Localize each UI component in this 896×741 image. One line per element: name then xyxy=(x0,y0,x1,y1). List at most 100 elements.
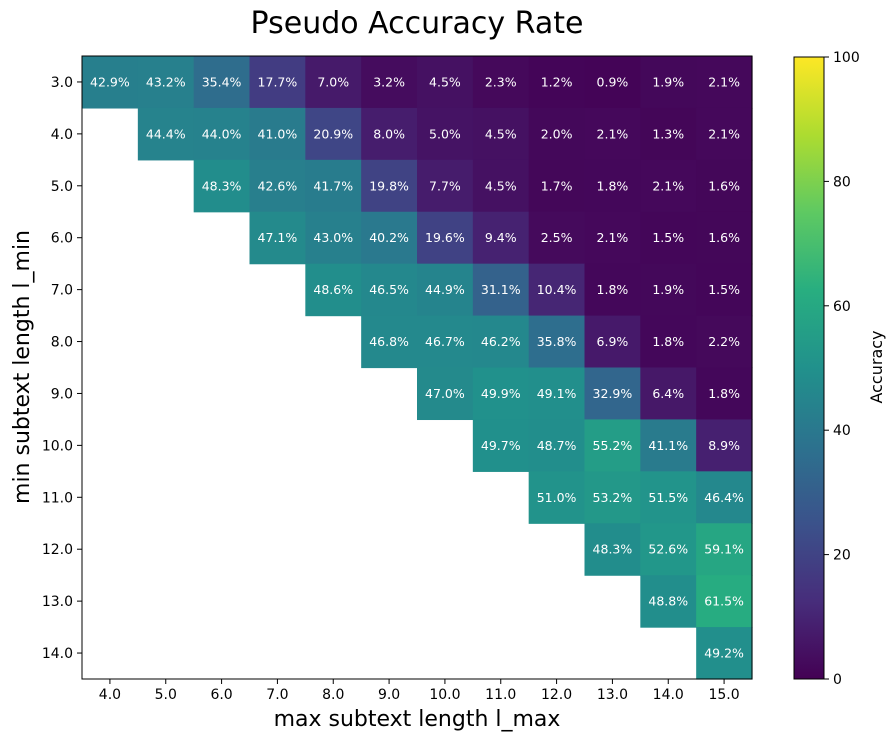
cell-value-label: 6.9% xyxy=(597,334,629,349)
colorbar-ticks: 0 20 40 60 80 100 xyxy=(824,50,860,688)
heatmap-cell xyxy=(361,315,418,369)
heatmap-cell xyxy=(528,471,586,524)
heatmap-cell xyxy=(249,56,306,109)
heatmap-cell xyxy=(528,315,586,369)
x-tick-label: 13.0 xyxy=(597,687,628,703)
heatmap-cell xyxy=(640,56,697,109)
heatmap-cell xyxy=(305,107,362,161)
cell-value-label: 41.0% xyxy=(258,126,298,141)
heatmap-cell xyxy=(584,159,641,213)
cell-value-label: 0.9% xyxy=(597,74,629,89)
heatmap-cell xyxy=(584,523,641,576)
x-axis-label: max subtext length l_max xyxy=(274,707,561,732)
cell-value-label: 53.2% xyxy=(593,490,633,505)
cell-value-label: 49.7% xyxy=(481,438,521,453)
heatmap-cell xyxy=(528,263,586,317)
cell-value-label: 47.0% xyxy=(425,386,465,401)
x-tick-label: 6.0 xyxy=(210,687,232,703)
heatmap-cell xyxy=(472,159,530,213)
heatmap-cell xyxy=(417,367,474,421)
cell-value-label: 1.9% xyxy=(652,74,684,89)
heatmap-cell xyxy=(305,56,362,109)
heatmap-cell xyxy=(417,107,474,161)
cell-value-label: 8.0% xyxy=(373,126,405,141)
cell-value-label: 40.2% xyxy=(369,230,409,245)
heatmap-cell xyxy=(472,263,530,317)
cell-value-label: 43.0% xyxy=(313,230,353,245)
cell-value-label: 51.5% xyxy=(648,490,688,505)
heatmap-cell xyxy=(249,107,306,161)
heatmap-cell xyxy=(528,107,586,161)
heatmap-cell xyxy=(696,523,753,576)
cell-value-label: 5.0% xyxy=(429,126,461,141)
heatmap-cell xyxy=(417,159,474,213)
y-tick-label: 14.0 xyxy=(42,646,73,662)
cell-value-label: 51.0% xyxy=(537,490,577,505)
heatmap-cell xyxy=(82,56,139,109)
colorbar xyxy=(793,56,825,680)
colorbar-label: Accuracy xyxy=(867,330,886,403)
cell-value-label: 46.4% xyxy=(704,490,744,505)
heatmap-cells: 42.9% 43.2% 35.4% 17.7% 7.0% 3.2% 4.5% 2.3% 1.2%… xyxy=(82,56,753,680)
cell-value-label: 44.4% xyxy=(146,126,186,141)
heatmap-cell xyxy=(584,263,641,317)
cell-value-label: 44.9% xyxy=(425,282,465,297)
x-tick-label: 11.0 xyxy=(485,687,516,703)
heatmap-cell xyxy=(696,107,753,161)
y-tick-label: 8.0 xyxy=(51,335,73,351)
cell-value-label: 1.5% xyxy=(652,230,684,245)
heatmap-cell xyxy=(249,159,306,213)
y-tick-label: 12.0 xyxy=(42,542,73,558)
heatmap-cell xyxy=(361,263,418,317)
colorbar-tick-label: 0 xyxy=(833,672,842,688)
cell-value-label: 10.4% xyxy=(537,282,577,297)
heatmap-cell xyxy=(640,419,697,472)
cell-value-label: 35.8% xyxy=(537,334,577,349)
colorbar-tick-label: 60 xyxy=(833,299,851,315)
heatmap-cell xyxy=(472,419,530,472)
cell-value-label: 42.6% xyxy=(258,178,298,193)
cell-value-label: 6.4% xyxy=(652,386,684,401)
cell-value-label: 46.2% xyxy=(481,334,521,349)
cell-value-label: 52.6% xyxy=(648,542,688,557)
x-tick-label: 4.0 xyxy=(99,687,121,703)
cell-value-label: 46.8% xyxy=(369,334,409,349)
heatmap-cell xyxy=(305,211,362,265)
cell-value-label: 2.0% xyxy=(541,126,573,141)
cell-value-label: 1.5% xyxy=(708,282,740,297)
cell-value-label: 2.2% xyxy=(708,334,740,349)
cell-value-label: 1.7% xyxy=(541,178,573,193)
cell-value-label: 2.1% xyxy=(597,230,629,245)
y-tick-label: 5.0 xyxy=(51,179,73,195)
heatmap-cell xyxy=(696,471,753,524)
heatmap-cell xyxy=(528,419,586,472)
heatmap-cell xyxy=(584,315,641,369)
heatmap-cell xyxy=(417,263,474,317)
cell-value-label: 19.8% xyxy=(369,178,409,193)
colorbar-tick-label: 20 xyxy=(833,548,851,564)
cell-value-label: 48.3% xyxy=(202,178,242,193)
cell-value-label: 1.8% xyxy=(708,386,740,401)
y-tick-label: 10.0 xyxy=(42,438,73,454)
cell-value-label: 17.7% xyxy=(258,74,298,89)
cell-value-label: 2.1% xyxy=(652,178,684,193)
cell-value-label: 2.1% xyxy=(597,126,629,141)
y-tick-label: 11.0 xyxy=(42,490,73,506)
cell-value-label: 48.8% xyxy=(648,594,688,609)
cell-value-label: 49.1% xyxy=(537,386,577,401)
heatmap-cell xyxy=(640,107,697,161)
heatmap-cell xyxy=(640,575,697,628)
cell-value-label: 59.1% xyxy=(704,542,744,557)
heatmap-cell xyxy=(696,315,753,369)
y-tick-label: 3.0 xyxy=(51,75,73,91)
cell-value-label: 61.5% xyxy=(704,594,744,609)
heatmap-cell xyxy=(472,56,530,109)
colorbar-tick-label: 40 xyxy=(833,423,851,439)
cell-value-label: 48.3% xyxy=(593,542,633,557)
heatmap-cell xyxy=(696,627,753,680)
cell-value-label: 2.3% xyxy=(485,74,517,89)
heatmap-cell xyxy=(696,159,753,213)
cell-value-label: 35.4% xyxy=(202,74,242,89)
heatmap-cell xyxy=(193,159,251,213)
